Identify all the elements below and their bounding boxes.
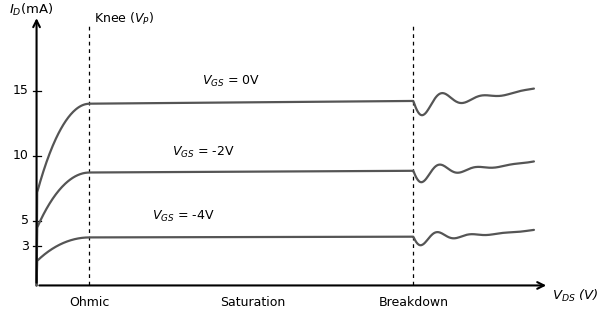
Text: $V_{DS}$ (V): $V_{DS}$ (V) [551, 288, 598, 304]
Text: 15: 15 [13, 84, 29, 97]
Text: 10: 10 [13, 149, 29, 162]
Text: $I_D$(mA): $I_D$(mA) [9, 2, 53, 18]
Text: 3: 3 [21, 240, 29, 253]
Text: $V_{GS}$ = -4V: $V_{GS}$ = -4V [152, 209, 215, 224]
Text: Knee ($V_P$): Knee ($V_P$) [94, 11, 155, 27]
Text: Saturation: Saturation [220, 296, 285, 309]
Text: Breakdown: Breakdown [379, 296, 448, 309]
Text: 5: 5 [21, 214, 29, 227]
Text: $V_{GS}$ = 0V: $V_{GS}$ = 0V [202, 74, 260, 90]
Text: Ohmic: Ohmic [69, 296, 109, 309]
Text: $V_{GS}$ = -2V: $V_{GS}$ = -2V [172, 144, 235, 159]
